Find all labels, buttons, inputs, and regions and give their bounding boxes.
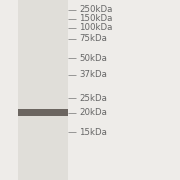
Text: 50kDa: 50kDa [79, 54, 107, 63]
Text: 37kDa: 37kDa [79, 70, 107, 79]
Text: 150kDa: 150kDa [79, 14, 112, 23]
Text: 100kDa: 100kDa [79, 23, 112, 32]
Text: 25kDa: 25kDa [79, 94, 107, 103]
Bar [18, 0, 68, 180]
Bar [18, 109, 68, 116]
Text: 20kDa: 20kDa [79, 108, 107, 117]
Text: 250kDa: 250kDa [79, 5, 112, 14]
Text: 15kDa: 15kDa [79, 128, 107, 137]
Text: 75kDa: 75kDa [79, 34, 107, 43]
